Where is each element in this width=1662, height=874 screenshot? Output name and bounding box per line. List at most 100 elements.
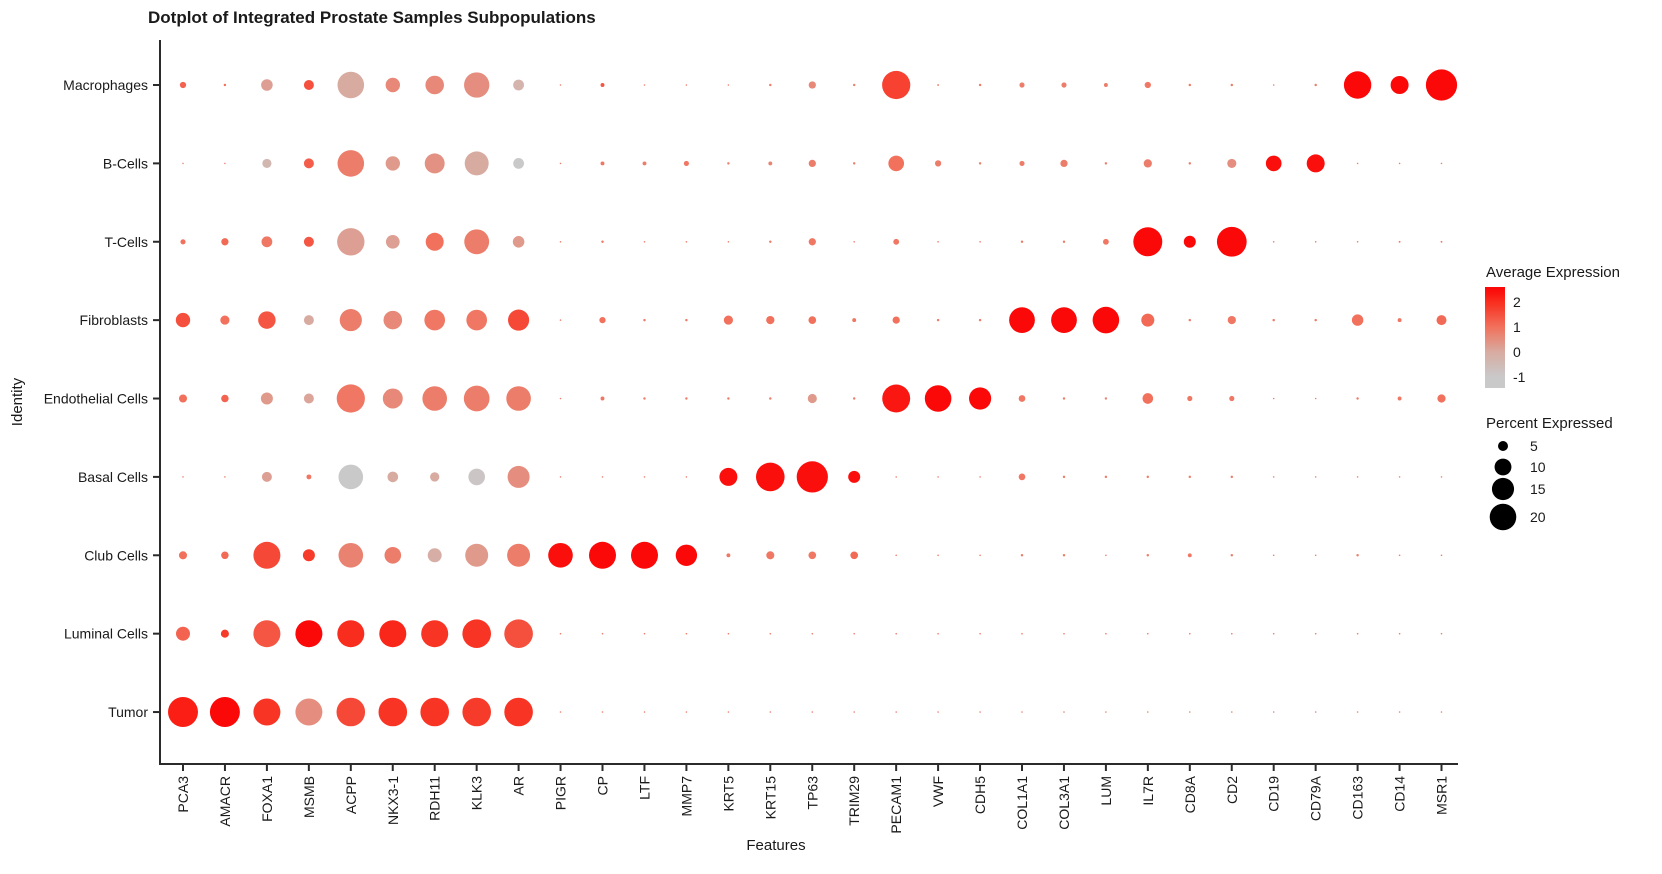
dot <box>1188 475 1192 479</box>
dot <box>338 542 364 568</box>
dot <box>1314 397 1317 400</box>
dot <box>895 711 897 713</box>
dot <box>507 465 530 488</box>
dot <box>766 315 775 325</box>
dot <box>1105 711 1107 713</box>
dot <box>337 71 365 99</box>
dot <box>978 162 982 165</box>
dot <box>895 554 897 557</box>
dot <box>504 619 533 648</box>
dot <box>337 620 365 648</box>
dot-row-luminal-cells <box>176 619 1443 648</box>
dot <box>379 620 407 648</box>
dot <box>1314 83 1317 87</box>
dot <box>1062 475 1066 479</box>
dot <box>559 319 562 321</box>
dot-row-b-cells <box>182 150 1443 177</box>
dot <box>295 698 323 726</box>
dot <box>1062 397 1066 400</box>
dot <box>303 315 314 326</box>
dot <box>1105 554 1107 557</box>
dot <box>756 462 785 492</box>
dot <box>600 396 605 401</box>
dot <box>336 697 366 727</box>
dot <box>1009 307 1035 333</box>
dot <box>261 79 273 91</box>
dot <box>382 388 403 409</box>
dot <box>464 72 490 98</box>
y-tick-label: Fibroblasts <box>80 312 148 328</box>
dot <box>168 697 198 727</box>
x-tick-label: RDH11 <box>427 776 443 821</box>
dot <box>882 70 911 100</box>
dot <box>808 81 816 89</box>
dot <box>1351 314 1364 326</box>
dot <box>1189 711 1191 713</box>
dot <box>808 159 816 168</box>
dot <box>1019 160 1025 166</box>
dot <box>675 544 698 566</box>
dot <box>937 632 939 635</box>
dot <box>937 84 940 86</box>
dot <box>338 464 364 490</box>
dot <box>768 161 773 166</box>
dot <box>1440 162 1443 165</box>
dot <box>221 394 229 403</box>
dot <box>175 312 191 328</box>
dot <box>220 315 230 325</box>
x-tick-label: PIGR <box>553 776 569 810</box>
dot <box>853 632 855 635</box>
dot <box>559 162 562 165</box>
x-tick-label: TRIM29 <box>846 776 862 826</box>
dot <box>1187 395 1193 402</box>
dot <box>548 542 573 568</box>
dot <box>559 397 562 400</box>
dot <box>1440 711 1443 713</box>
dot <box>468 468 486 486</box>
y-axis-title: Identity <box>9 377 26 426</box>
dot <box>808 238 816 246</box>
dot <box>387 471 399 483</box>
dot <box>463 385 490 412</box>
x-tick-label: LTF <box>637 776 653 800</box>
dot <box>685 318 688 322</box>
dot <box>685 711 688 713</box>
x-tick-label: PECAM1 <box>888 776 904 834</box>
dot <box>1062 240 1066 244</box>
dot <box>385 234 400 249</box>
x-tick-label: MMP7 <box>678 776 694 817</box>
dot <box>1440 476 1443 478</box>
dot <box>1146 554 1150 557</box>
expression-tick-label: 1 <box>1513 319 1521 335</box>
dot <box>1272 241 1275 243</box>
x-tick-label: CD14 <box>1392 776 1408 812</box>
dot <box>1398 554 1401 557</box>
dot <box>462 697 492 727</box>
dot <box>979 476 981 478</box>
x-tick-label: COL1A1 <box>1014 776 1030 830</box>
dot <box>1397 318 1402 323</box>
dot <box>852 318 857 323</box>
dot <box>643 397 646 400</box>
dot <box>1063 711 1065 713</box>
dot <box>1356 632 1359 635</box>
dot <box>1102 238 1109 245</box>
dot-row-club-cells <box>178 541 1443 569</box>
percent-legend-label: 10 <box>1530 459 1546 475</box>
dot <box>852 83 856 87</box>
x-tick-label: AR <box>511 776 527 795</box>
dot <box>1216 226 1247 257</box>
y-tick-label: Macrophages <box>63 77 148 93</box>
dot <box>179 81 187 89</box>
dot <box>1343 71 1372 99</box>
dot <box>1092 306 1120 334</box>
dot <box>339 309 362 332</box>
x-tick-label: MSR1 <box>1434 776 1450 815</box>
dot <box>1356 241 1359 243</box>
dot <box>513 158 524 169</box>
dot <box>1146 475 1150 479</box>
percent-legend-dot <box>1491 477 1515 501</box>
dot <box>1103 83 1108 87</box>
dot <box>882 384 911 413</box>
